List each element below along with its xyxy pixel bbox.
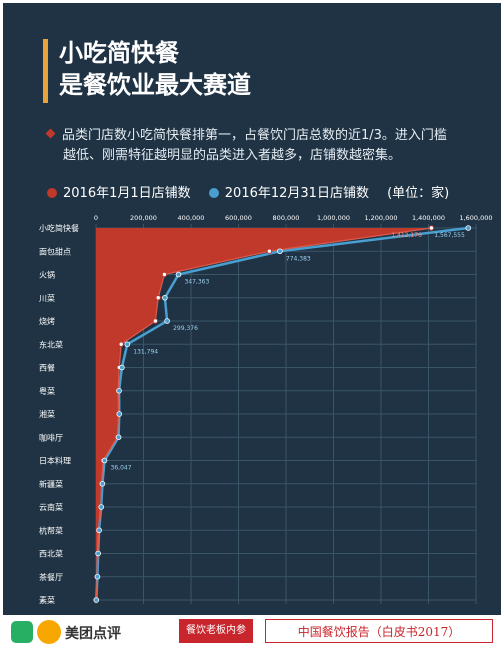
x-tick-label: 400,000 [178,214,205,222]
series2-point [95,550,101,557]
legend-label-series2: 2016年12月31日店铺数 [224,186,369,201]
series2-point [175,271,182,278]
category-label: 新疆菜 [39,479,63,489]
series2-value-label: 347,363 [184,279,209,286]
series2-point [116,387,122,394]
series1-point [152,318,159,324]
category-label: 西北菜 [39,549,63,559]
series1-point [161,271,168,278]
series2-point [124,341,131,348]
category-label: 西餐 [39,364,55,373]
legend-unit: (单位：家) [387,186,450,201]
infographic: 小吃简快餐 是餐饮业最大赛道 品类门店数小吃简快餐排第一，占餐饮门店总数的近1/… [3,3,501,648]
series1-point [118,341,124,347]
brand-name: 美团点评 [65,626,121,642]
series2-value-label: 1,567,555 [434,232,465,239]
series2-value-label: 774,383 [286,255,311,262]
footer: 美团点评 餐饮老板内参 中国餐饮报告（白皮书2017） [3,615,501,648]
description: 品类门店数小吃简快餐排第一，占餐饮门店总数的近1/3。进入门槛 越低、刚需特征越… [45,126,487,166]
series2-point [119,364,125,371]
x-tick-label: 1,200,000 [364,214,397,222]
meituan-logo-icon [11,621,33,643]
series1-area [96,228,432,600]
title-line-2: 是餐饮业最大赛道 [59,71,251,99]
series2-point [115,434,122,441]
x-tick-label: 0 [94,214,98,222]
series1-value-label: 1,412,176 [391,232,422,239]
title-accent-bar [43,39,48,103]
title-line-1: 小吃简快餐 [59,39,179,67]
category-label: 烧烤 [39,316,55,326]
page-title: 小吃简快餐 是餐饮业最大赛道 [59,37,251,101]
series2-point [465,225,472,231]
series2-point [94,573,101,580]
series2-point [164,318,170,324]
publisher-badge: 餐饮老板内参 [179,619,253,643]
x-tick-label: 800,000 [273,214,300,222]
legend-swatch-series1 [47,188,57,198]
legend-item-series1: 2016年1月1日店铺数 [47,186,191,201]
series2-value-label: 36,047 [111,465,132,472]
report-title: 中国餐饮报告（白皮书2017） [265,619,493,643]
series2-value-label: 299,376 [173,325,198,332]
series2-point [93,597,100,603]
series1-point [155,295,161,301]
series2-point [101,457,108,464]
series1-point [266,248,273,254]
dianping-logo-icon [37,620,61,644]
category-label: 日本料理 [39,456,71,466]
x-tick-label: 1,400,000 [412,214,445,222]
series1-point [428,225,435,231]
series2-value-label: 131,794 [133,348,158,355]
legend-swatch-series2 [208,188,219,198]
series2-point [96,527,102,534]
category-label: 小吃简快餐 [39,223,79,233]
category-label: 云南菜 [39,502,63,512]
category-label: 面包甜点 [39,246,71,256]
category-label: 川菜 [39,293,55,303]
legend-item-series2: 2016年12月31日店铺数 [208,186,369,201]
category-label: 东北菜 [39,339,63,349]
x-tick-label: 1,600,000 [459,214,492,222]
description-line-1: 品类门店数小吃简快餐排第一，占餐饮门店总数的近1/3。进入门槛 [62,128,447,143]
category-label: 湘菜 [39,409,55,419]
description-line-2: 越低、刚需特征越明显的品类进入者越多，店铺数越密集。 [63,148,402,163]
series2-point [99,480,106,487]
legend-label-series1: 2016年1月1日店铺数 [63,186,191,201]
x-tick-label: 200,000 [130,214,157,222]
legend: 2016年1月1日店铺数 2016年12月31日店铺数 (单位：家) [47,185,497,203]
category-label: 茶餐厅 [39,572,63,582]
series2-point [98,504,105,510]
series2-point [277,248,283,255]
series2-point [116,411,123,417]
category-label: 咖啡厅 [39,432,63,442]
category-label: 素菜 [39,595,55,605]
category-label: 粤菜 [39,386,55,396]
chart: 0 200,000 400,000 600,000 800,000 1,000,000 1,… [39,214,493,605]
x-tick-label: 1,000,000 [317,214,350,222]
series2-point [162,294,168,301]
x-tick-label: 600,000 [225,214,252,222]
category-label: 火锅 [39,270,55,280]
category-label: 杭帮菜 [39,525,63,535]
